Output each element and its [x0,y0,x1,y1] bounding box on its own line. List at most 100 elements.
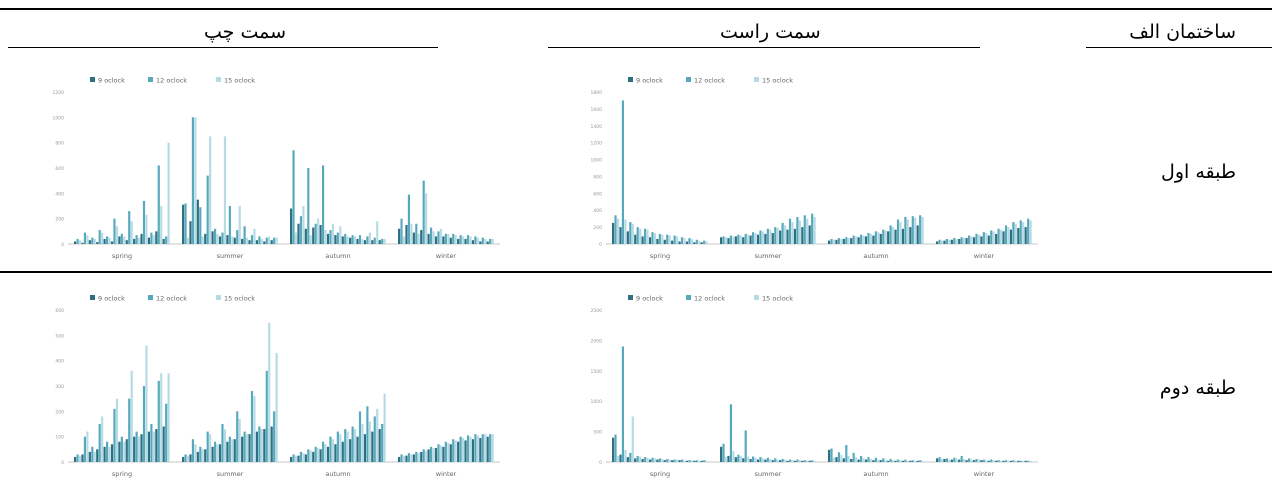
bar [336,232,339,244]
bar [381,238,384,244]
bar [916,225,919,244]
bar [489,434,492,462]
bar [658,458,661,462]
bar [412,454,415,462]
bar [76,454,79,462]
bar [1009,229,1013,244]
bar [980,236,983,244]
bar [361,238,364,244]
y-tick-label: 200 [55,217,64,223]
bar [81,454,84,462]
bar [226,441,229,462]
bar [764,459,767,462]
bar [896,459,900,462]
bar [407,453,411,462]
bar [182,456,185,462]
y-tick-label: 2000 [591,338,603,344]
y-tick-label: 1000 [591,399,603,405]
bar [275,353,278,462]
bar [884,230,887,244]
x-category-label: winter [436,252,457,260]
legend-label: 15 oclock [224,77,255,85]
bar [155,429,158,462]
bar [363,434,367,462]
bar [761,231,765,244]
bar [678,460,681,462]
bar [233,237,236,244]
bar [727,238,730,244]
bar [872,235,875,244]
bar [130,370,133,462]
bar [211,231,214,244]
chart-floor2-right: 9 oclock 12 oclock 15 oclock 0 500 1000 1500 20… [586,290,1046,480]
bar [835,457,838,462]
bar [663,460,666,462]
bar [407,194,411,244]
legend-label: 9 oclock [98,77,125,85]
bar [106,236,109,244]
bar [341,441,344,462]
bar [101,232,104,244]
bar [734,236,737,244]
bar [307,168,310,244]
bar [855,457,858,462]
bar [216,444,219,462]
bar [616,218,620,244]
bar [700,460,703,462]
bar [290,456,293,462]
bar [769,229,772,244]
bar [720,446,723,462]
bar [358,235,362,244]
chart-svg: 9 oclock 12 oclock 15 oclock 0 200 400 600 800 1… [591,77,1038,260]
bar [138,237,141,244]
bar [162,238,165,244]
y-tick-label: 1600 [591,107,603,113]
header-building: ساختمان الف [1129,21,1236,43]
bar [216,233,219,244]
bar [447,233,450,244]
bar [376,408,379,462]
bar [476,237,479,244]
bar [444,441,447,462]
bar [469,236,472,244]
bar [489,238,492,244]
bar [835,239,838,244]
bar [142,386,146,462]
bar [422,449,425,462]
bar [864,459,868,462]
bar [76,238,79,244]
bar [201,236,204,244]
bar [977,234,981,244]
bar [106,441,109,462]
bar [904,459,907,462]
bar [415,451,418,462]
bar [798,220,801,244]
bar [641,236,644,244]
bar [226,235,229,244]
bar [845,237,848,244]
bar [882,229,885,244]
bar [98,424,101,462]
bar [990,230,993,244]
y-tick-label: 500 [55,333,64,339]
bar [950,459,953,462]
bar [705,460,708,462]
bar [155,231,158,244]
bar [312,451,315,462]
bar [737,234,740,244]
bar [653,458,657,462]
bar [221,424,224,462]
bar [265,237,268,244]
bar [722,236,725,244]
bar [943,240,946,244]
bar [108,446,111,462]
bar [160,206,163,244]
bar [624,449,627,462]
legend-label: 15 oclock [762,77,793,85]
legend-swatch [628,77,633,82]
y-tick-label: 2500 [591,308,603,314]
bar [452,439,455,462]
bar [142,200,146,244]
bar [987,235,990,244]
